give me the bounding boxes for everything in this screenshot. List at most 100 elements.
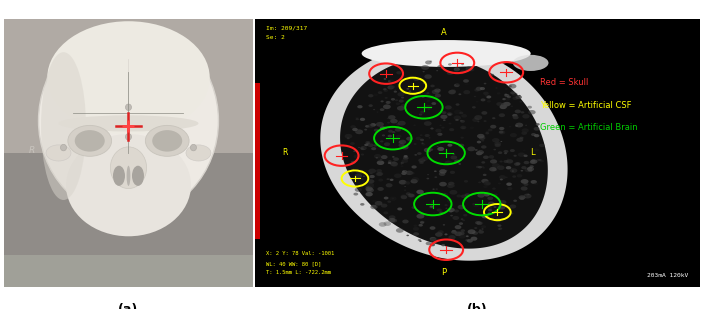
- Ellipse shape: [384, 97, 388, 99]
- Ellipse shape: [521, 179, 529, 184]
- Ellipse shape: [516, 162, 520, 165]
- Text: P: P: [441, 268, 446, 277]
- Ellipse shape: [458, 231, 465, 235]
- Text: R: R: [282, 148, 288, 158]
- Ellipse shape: [370, 175, 375, 178]
- Ellipse shape: [465, 83, 469, 85]
- Ellipse shape: [508, 84, 517, 89]
- Ellipse shape: [483, 155, 489, 159]
- Ellipse shape: [433, 212, 435, 213]
- Ellipse shape: [476, 151, 482, 155]
- Ellipse shape: [454, 231, 462, 236]
- Ellipse shape: [361, 154, 364, 155]
- Ellipse shape: [523, 150, 525, 151]
- Ellipse shape: [113, 166, 125, 186]
- Text: Im: 209/317: Im: 209/317: [266, 25, 307, 30]
- Ellipse shape: [364, 144, 368, 146]
- Text: Green = Artificial Brain: Green = Artificial Brain: [539, 123, 637, 132]
- Ellipse shape: [430, 238, 438, 243]
- Ellipse shape: [390, 85, 395, 88]
- Ellipse shape: [427, 100, 430, 102]
- Ellipse shape: [518, 95, 521, 96]
- Ellipse shape: [389, 79, 394, 83]
- Ellipse shape: [492, 188, 496, 190]
- Ellipse shape: [429, 237, 436, 241]
- Circle shape: [125, 104, 132, 111]
- Ellipse shape: [484, 206, 488, 209]
- Ellipse shape: [401, 145, 408, 150]
- Ellipse shape: [361, 179, 364, 180]
- Ellipse shape: [420, 111, 425, 113]
- Ellipse shape: [396, 102, 400, 105]
- Ellipse shape: [527, 106, 532, 109]
- Ellipse shape: [405, 181, 410, 185]
- Ellipse shape: [372, 200, 377, 203]
- Ellipse shape: [424, 121, 432, 126]
- Ellipse shape: [355, 174, 362, 178]
- Ellipse shape: [398, 180, 406, 184]
- Ellipse shape: [438, 152, 441, 154]
- Ellipse shape: [454, 159, 460, 163]
- Ellipse shape: [386, 183, 393, 187]
- Ellipse shape: [39, 24, 218, 218]
- Ellipse shape: [46, 145, 71, 161]
- Text: Yellow = Artificial CSF: Yellow = Artificial CSF: [539, 100, 631, 109]
- Ellipse shape: [507, 159, 509, 160]
- Ellipse shape: [388, 115, 396, 120]
- Ellipse shape: [360, 118, 365, 121]
- Ellipse shape: [476, 101, 479, 103]
- Ellipse shape: [460, 218, 463, 220]
- Bar: [4, 153, 253, 255]
- Ellipse shape: [447, 184, 454, 188]
- Ellipse shape: [396, 123, 400, 125]
- Ellipse shape: [451, 215, 453, 216]
- Ellipse shape: [436, 133, 440, 135]
- Ellipse shape: [529, 165, 534, 168]
- Ellipse shape: [428, 108, 430, 110]
- Ellipse shape: [388, 130, 393, 133]
- Ellipse shape: [436, 70, 438, 71]
- Ellipse shape: [429, 148, 433, 151]
- Ellipse shape: [510, 149, 515, 152]
- Ellipse shape: [398, 99, 404, 103]
- Ellipse shape: [388, 135, 392, 138]
- Ellipse shape: [472, 106, 476, 108]
- Ellipse shape: [408, 91, 411, 92]
- Ellipse shape: [517, 174, 522, 177]
- Ellipse shape: [401, 195, 407, 198]
- Ellipse shape: [413, 77, 420, 81]
- Ellipse shape: [427, 95, 434, 99]
- Text: Se: 2: Se: 2: [266, 35, 284, 40]
- Ellipse shape: [460, 70, 466, 74]
- Text: L: L: [531, 148, 535, 158]
- Ellipse shape: [444, 161, 453, 165]
- Ellipse shape: [532, 159, 535, 162]
- Ellipse shape: [458, 205, 465, 210]
- Ellipse shape: [429, 226, 436, 230]
- Ellipse shape: [512, 93, 517, 96]
- Ellipse shape: [132, 166, 144, 186]
- Ellipse shape: [384, 78, 386, 80]
- Ellipse shape: [429, 137, 430, 138]
- Ellipse shape: [401, 104, 407, 108]
- Ellipse shape: [497, 92, 501, 95]
- Ellipse shape: [460, 126, 465, 129]
- Ellipse shape: [485, 205, 492, 210]
- Ellipse shape: [459, 222, 463, 225]
- Ellipse shape: [406, 235, 409, 236]
- Ellipse shape: [446, 170, 448, 171]
- Ellipse shape: [499, 131, 503, 133]
- Ellipse shape: [370, 123, 376, 127]
- Ellipse shape: [453, 116, 461, 120]
- Ellipse shape: [427, 178, 429, 179]
- Ellipse shape: [394, 174, 401, 178]
- Ellipse shape: [363, 176, 365, 177]
- Ellipse shape: [449, 210, 453, 213]
- Ellipse shape: [392, 161, 396, 164]
- Ellipse shape: [439, 125, 441, 126]
- Ellipse shape: [531, 133, 536, 136]
- Ellipse shape: [390, 162, 398, 166]
- Text: (a): (a): [118, 303, 139, 309]
- Ellipse shape: [420, 77, 422, 78]
- Ellipse shape: [478, 182, 481, 183]
